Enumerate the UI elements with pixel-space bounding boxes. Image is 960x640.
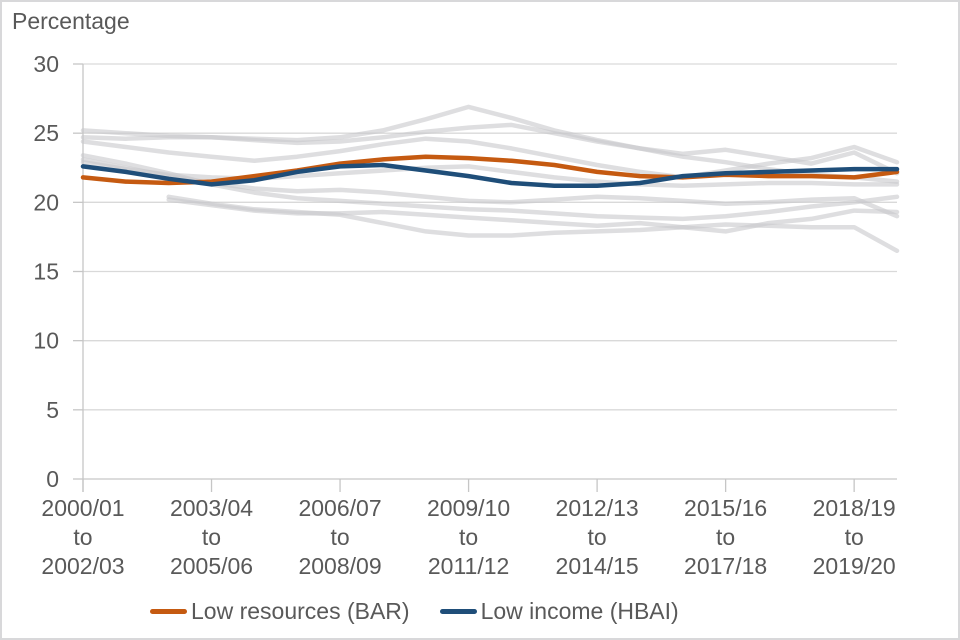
- legend-label: Low income (HBAI): [480, 597, 679, 624]
- x-tick-label: 2009/10 to 2011/12: [427, 495, 510, 579]
- x-tick-label: 2006/07 to 2008/09: [298, 495, 381, 579]
- series-line-background-series-3: [80, 136, 900, 180]
- y-tick-label: 5: [46, 397, 59, 423]
- series-line-background-series-8: [166, 197, 900, 234]
- y-tick-label: 10: [33, 328, 59, 354]
- x-tick-label: 2018/19 to 2019/20: [813, 495, 896, 579]
- y-axis-labels: 0 5 10 15 20 25 30: [33, 51, 59, 492]
- series-line-background-series-2: [80, 122, 900, 176]
- x-tick-label: 2000/01 to 2002/03: [41, 495, 124, 579]
- legend-entry-low-resources: Low resources (BAR): [150, 598, 410, 625]
- data-series: [80, 104, 900, 254]
- y-tick-label: 15: [33, 259, 59, 285]
- x-tick-label: 2015/16 to 2017/18: [684, 495, 767, 579]
- y-tick-label: 25: [33, 120, 59, 146]
- x-tick-label: 2012/13 to 2014/15: [556, 495, 639, 579]
- series-line-background-series-6: [80, 159, 900, 188]
- legend-label: Low resources (BAR): [191, 597, 410, 624]
- legend-line-swatch-orange: [150, 608, 187, 614]
- y-tick-label: 20: [33, 189, 59, 215]
- chart-title: Percentage: [12, 8, 130, 34]
- y-tick-label: 30: [33, 51, 59, 77]
- x-tick-label: 2003/04 to 2005/06: [170, 495, 253, 579]
- series-line-low-income-hbai: [80, 162, 900, 188]
- legend-entry-low-income: Low income (HBAI): [439, 597, 679, 625]
- legend-line-swatch-blue: [439, 608, 477, 614]
- y-tick-label: 0: [46, 466, 59, 492]
- x-axis-labels: 2000/01 to 2002/03 2003/04 to 2005/06 2006/07 t…: [41, 495, 895, 579]
- series-line-low-resources-bar: [80, 154, 900, 186]
- chart-legend: Low resources (BAR) Low income (HBAI): [150, 595, 679, 627]
